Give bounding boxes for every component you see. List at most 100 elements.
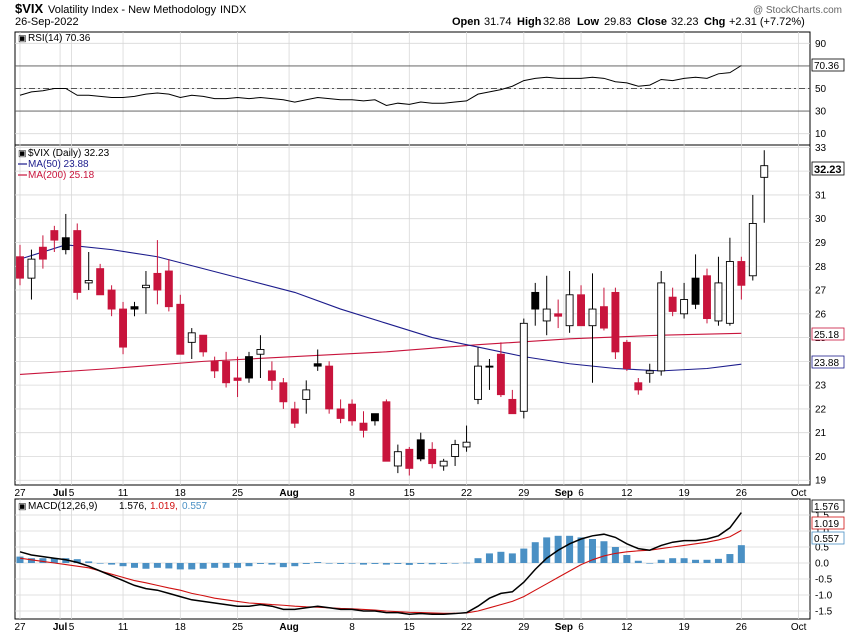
x-tick-label-bottom: 19 — [679, 622, 691, 633]
candle-body — [439, 460, 448, 467]
macd-histogram-bar — [417, 563, 425, 564]
price-tick-label: 31 — [815, 190, 827, 201]
candle-body — [748, 223, 757, 277]
macd-legend-icon: ▣ — [18, 501, 27, 511]
macd-histogram-bar — [382, 563, 390, 565]
macd-histogram-bar — [577, 537, 585, 563]
ma50-line — [19, 244, 742, 372]
candle-body — [657, 282, 666, 372]
macd-histogram-bar — [73, 559, 81, 563]
macd-histogram-bar — [485, 553, 493, 563]
candle-body — [737, 261, 746, 286]
macd-histogram-bar — [611, 547, 619, 563]
macd-legend-prefix: MACD(12,26,9) — [28, 501, 97, 512]
x-tick-label: Sep — [555, 488, 573, 499]
x-tick-label: 29 — [518, 488, 530, 499]
candle-body — [554, 313, 563, 317]
price-legend-text: $VIX (Daily) 32.23 — [28, 148, 110, 159]
macd-panel-frame — [14, 498, 811, 620]
candle-body — [84, 280, 93, 284]
candle-body — [760, 165, 769, 178]
macd-histogram-bar — [27, 558, 35, 563]
macd-histogram-bar — [600, 541, 608, 563]
macd-histogram-bar — [188, 563, 196, 570]
candle-body — [130, 306, 139, 310]
macd-tick-label: -1.0 — [815, 591, 833, 602]
x-tick-label: 15 — [404, 488, 416, 499]
candle-body — [267, 370, 276, 381]
x-tick-label-bottom: 8 — [349, 622, 355, 633]
macd-histogram-bar — [703, 559, 711, 563]
macd-histogram-bar — [256, 563, 264, 564]
macd-histogram-bar — [451, 563, 459, 564]
candle-body — [245, 356, 253, 379]
candle-body — [622, 341, 631, 369]
macd-histogram-bar — [222, 563, 230, 568]
candle-body — [462, 441, 471, 448]
x-tick-label: 22 — [461, 488, 473, 499]
rsi-tick-label: 30 — [815, 107, 827, 118]
candle-body — [233, 377, 242, 381]
candle-body — [428, 448, 437, 465]
price-tick-label: 26 — [815, 309, 827, 320]
macd-histogram-bar — [62, 558, 70, 563]
macd-histogram-bar — [96, 563, 104, 564]
candle-body — [290, 408, 299, 424]
rsi-tick-label: 90 — [815, 39, 827, 50]
candle-body — [531, 291, 540, 310]
candle-body — [519, 322, 528, 412]
ma50-last-tag-box — [811, 355, 845, 369]
candle-body — [371, 413, 379, 422]
chg-label: Chg — [704, 16, 725, 28]
candle-body — [542, 308, 551, 322]
candle-body — [73, 230, 82, 293]
macd-tick-label: 0.0 — [815, 559, 829, 570]
symbol-title: $VIX — [15, 1, 44, 16]
macd-histogram-bar — [497, 551, 505, 563]
candle-body — [313, 363, 322, 367]
candle-body — [27, 258, 36, 279]
price-tick-label: 21 — [815, 428, 827, 439]
price-tick-label: 33 — [815, 143, 827, 154]
candle-body — [714, 282, 723, 322]
candle-body — [725, 261, 734, 324]
ma200-last-tag-text: 25.18 — [814, 330, 839, 341]
macd-histogram-bar — [371, 563, 379, 564]
price-last-tag-text: 32.23 — [814, 164, 842, 176]
x-tick-label-bottom: 12 — [621, 622, 633, 633]
candle-body — [668, 296, 677, 312]
low-label: Low — [577, 16, 599, 28]
macd-histogram-bar — [325, 563, 333, 564]
x-tick-label-bottom: Aug — [279, 622, 298, 633]
candle-body — [645, 370, 654, 374]
x-tick-label: 19 — [679, 488, 691, 499]
macd-histogram-bar — [543, 537, 551, 563]
macd-histogram-bar — [165, 563, 173, 569]
x-tick-label-bottom: Jul — [53, 622, 68, 633]
macd-legend: ▣ MACD(12,26,9) 1.576, 1.019, 0.557 — [18, 501, 207, 512]
macd-histogram-bar — [119, 563, 127, 567]
x-tick-label-bottom: 15 — [404, 622, 416, 633]
macd-signal-line — [19, 529, 742, 614]
candle-body — [164, 270, 173, 308]
rsi-legend: ▣ RSI(14) 70.36 — [18, 33, 91, 44]
candle-body — [153, 272, 162, 291]
candle-body — [416, 439, 425, 460]
rsi-legend-icon: ▣ — [18, 33, 27, 43]
macd-histogram-bar — [714, 558, 722, 563]
x-tick-label: Aug — [279, 488, 298, 499]
x-tick-label-bottom: 26 — [736, 622, 748, 633]
candle-body — [176, 303, 185, 355]
candle-body — [680, 299, 689, 315]
rsi-last-tag: 70.36 — [811, 58, 845, 72]
macd-histogram-bar — [314, 562, 322, 563]
x-tick-label: Oct — [791, 488, 807, 499]
ma200-legend-text: MA(200) 25.18 — [28, 170, 95, 181]
signal-last-tag: 1.019 — [811, 516, 845, 530]
x-tick-label: 5 — [69, 488, 75, 499]
price-last-tag-box — [811, 161, 845, 176]
hist-last-tag: 0.557 — [811, 531, 845, 545]
ohlc-readout: Open 31.74 High 32.88 Low 29.83 Close 32… — [452, 16, 805, 28]
rsi-last-tag-text: 70.36 — [814, 61, 839, 72]
